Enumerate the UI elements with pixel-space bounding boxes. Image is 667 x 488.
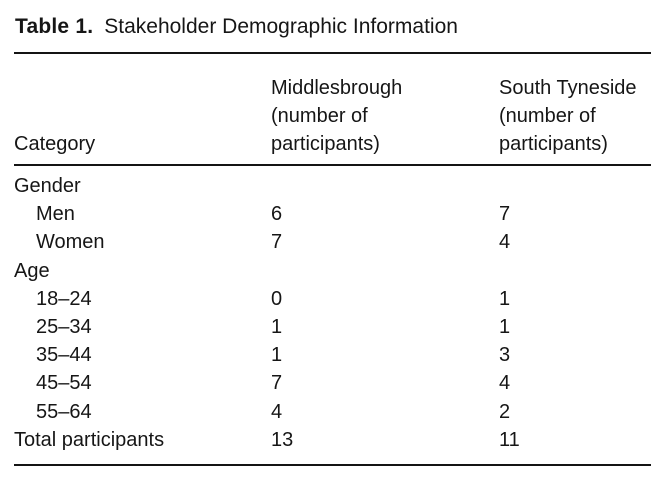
south-tyneside-value: 1 [499, 316, 511, 339]
table-row-age-section: Age [14, 257, 651, 285]
middlesbrough-value: 6 [271, 203, 283, 226]
south-tyneside-value: 4 [499, 231, 511, 254]
table-row-men: Men 6 7 [14, 200, 651, 228]
row-label: Total participants [14, 428, 165, 451]
middlesbrough-value [271, 172, 499, 200]
table-title: Stakeholder Demographic Information [104, 15, 458, 38]
table-row-women: Women 7 4 [14, 228, 651, 256]
header-category: Category [14, 133, 96, 155]
row-label: Women [36, 231, 105, 254]
table-caption: Table 1. Stakeholder Demographic Informat… [15, 14, 651, 40]
top-rule [14, 52, 651, 54]
south-tyneside-value: 1 [499, 287, 511, 310]
middlesbrough-value [271, 257, 499, 285]
table-row-age-35-44: 35–44 1 3 [14, 341, 651, 369]
middlesbrough-value: 13 [271, 428, 294, 451]
row-label: 35–44 [36, 344, 92, 367]
row-label: 55–64 [36, 400, 92, 423]
middlesbrough-value: 1 [271, 316, 283, 339]
row-label: 18–24 [36, 287, 92, 310]
row-label: 45–54 [36, 372, 92, 395]
middlesbrough-value: 0 [271, 287, 283, 310]
south-tyneside-value: 4 [499, 372, 511, 395]
south-tyneside-value [499, 257, 651, 285]
header-south-tyneside: South Tyneside (number of participants) [499, 77, 637, 155]
middlesbrough-value: 7 [271, 231, 283, 254]
table-header-row: Category Middlesbrough (number of partic… [14, 54, 651, 164]
table-row-age-55-64: 55–64 4 2 [14, 398, 651, 426]
table-row-gender-section: Gender [14, 172, 651, 200]
row-label: Men [36, 203, 75, 226]
table-row-age-45-54: 45–54 7 4 [14, 369, 651, 397]
south-tyneside-value [499, 172, 651, 200]
header-middlesbrough: Middlesbrough (number of participants) [271, 77, 403, 155]
table-row-age-25-34: 25–34 1 1 [14, 313, 651, 341]
middlesbrough-value: 7 [271, 372, 283, 395]
south-tyneside-value: 11 [499, 428, 520, 451]
middlesbrough-value: 1 [271, 344, 283, 367]
table-row-age-18-24: 18–24 0 1 [14, 285, 651, 313]
south-tyneside-value: 2 [499, 400, 511, 423]
bottom-rule [14, 464, 651, 467]
middlesbrough-value: 4 [271, 400, 283, 423]
header-rule [14, 164, 651, 166]
row-label: 25–34 [36, 316, 92, 339]
south-tyneside-value: 7 [499, 203, 511, 226]
table-body: Gender Men 6 7 Women 7 4 Age 18–24 0 1 2… [14, 166, 651, 464]
row-label: Gender [14, 175, 81, 197]
row-label: Age [14, 259, 50, 282]
table-row-total-participants: Total participants 13 11 [14, 426, 651, 454]
south-tyneside-value: 3 [499, 344, 511, 367]
table-number: Table 1. [15, 15, 94, 38]
